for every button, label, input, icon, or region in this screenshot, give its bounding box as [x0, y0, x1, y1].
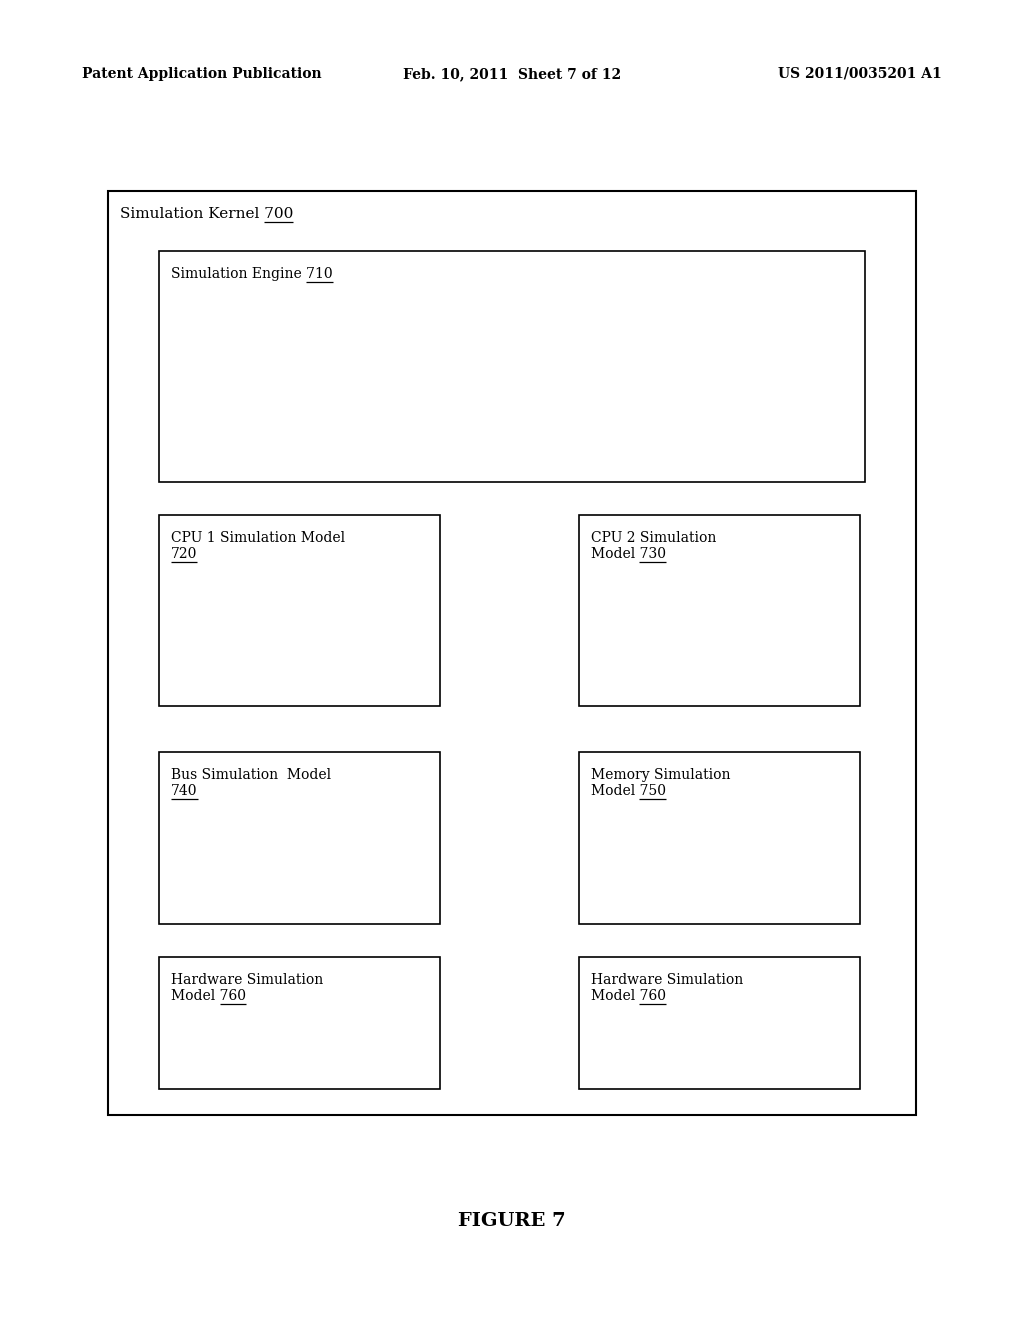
Text: CPU 1 Simulation Model: CPU 1 Simulation Model [171, 531, 345, 545]
Bar [159, 251, 865, 482]
Bar [579, 957, 860, 1089]
Text: Hardware Simulation: Hardware Simulation [591, 973, 743, 987]
Bar [579, 515, 860, 706]
Text: 720: 720 [171, 546, 198, 561]
Text: Memory Simulation: Memory Simulation [591, 768, 730, 783]
Text: Model 730: Model 730 [591, 546, 666, 561]
Text: US 2011/0035201 A1: US 2011/0035201 A1 [778, 67, 942, 81]
Text: Patent Application Publication: Patent Application Publication [82, 67, 322, 81]
Text: FIGURE 7: FIGURE 7 [458, 1212, 566, 1230]
Bar [108, 191, 916, 1115]
Text: Simulation Engine 710: Simulation Engine 710 [171, 267, 333, 281]
Bar [159, 752, 440, 924]
Text: Hardware Simulation: Hardware Simulation [171, 973, 324, 987]
Bar [159, 957, 440, 1089]
Text: Bus Simulation  Model: Bus Simulation Model [171, 768, 331, 783]
Bar [159, 515, 440, 706]
Text: Model 760: Model 760 [591, 989, 666, 1003]
Text: CPU 2 Simulation: CPU 2 Simulation [591, 531, 716, 545]
Text: Feb. 10, 2011  Sheet 7 of 12: Feb. 10, 2011 Sheet 7 of 12 [402, 67, 622, 81]
Text: Model 750: Model 750 [591, 784, 666, 799]
Text: Simulation Kernel 700: Simulation Kernel 700 [120, 207, 293, 222]
Text: Model 760: Model 760 [171, 989, 246, 1003]
Text: 740: 740 [171, 784, 198, 799]
Bar [579, 752, 860, 924]
